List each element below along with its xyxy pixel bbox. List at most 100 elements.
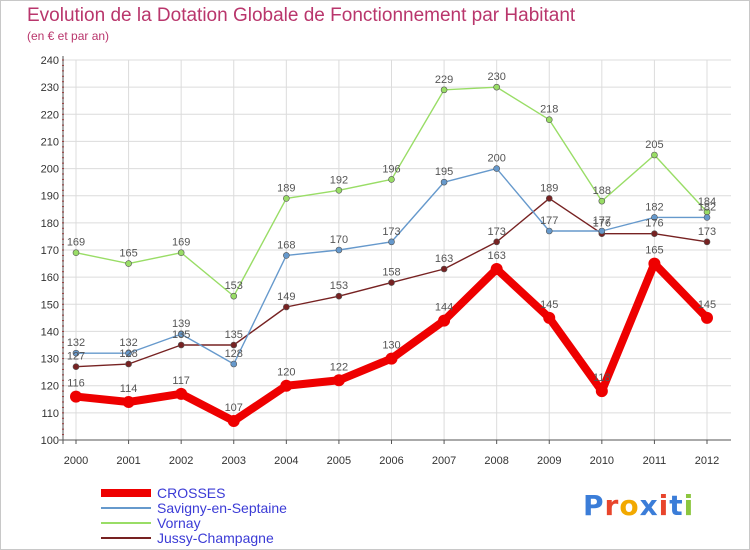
data-label: 188 (593, 185, 611, 197)
data-label: 144 (435, 302, 453, 314)
data-label: 132 (119, 337, 137, 349)
data-point (280, 379, 293, 392)
data-label: 170 (330, 234, 348, 246)
data-point (175, 387, 188, 400)
data-label: 130 (382, 340, 400, 352)
data-label: 127 (67, 351, 85, 363)
y-tick-label: 150 (41, 299, 59, 311)
y-tick-label: 140 (41, 326, 59, 338)
legend-swatch (101, 488, 151, 497)
data-point (335, 186, 343, 194)
data-label: 145 (540, 299, 558, 311)
data-point (335, 246, 343, 254)
data-point (230, 341, 238, 349)
data-label: 230 (487, 71, 505, 83)
brand-letter: t (669, 489, 684, 522)
data-point (490, 263, 503, 275)
data-label: 114 (120, 383, 138, 395)
data-label: 117 (172, 375, 190, 387)
data-point (227, 415, 240, 427)
x-tick-label: 2001 (116, 455, 140, 467)
data-label: 176 (645, 218, 663, 230)
data-point (598, 197, 606, 205)
data-point (703, 214, 711, 221)
data-point (283, 303, 290, 311)
proxiti-logo: Proxiti (583, 489, 694, 522)
data-label: 169 (67, 237, 85, 249)
data-label: 169 (172, 237, 190, 249)
data-point (230, 360, 238, 368)
data-label: 135 (225, 329, 243, 341)
data-label: 163 (435, 253, 453, 265)
data-label: 173 (487, 226, 505, 238)
data-point (651, 214, 658, 221)
data-label: 177 (540, 215, 558, 227)
brand-letter: P (583, 489, 605, 522)
data-point (598, 227, 606, 235)
legend: CROSSES Savigny-en-Septaine Vornay Jussy-Ch… (101, 485, 287, 546)
data-point (283, 252, 290, 259)
data-label: 189 (277, 182, 295, 194)
data-label: 107 (225, 402, 243, 414)
data-label: 205 (645, 139, 663, 151)
brand-letter: i (683, 489, 695, 522)
legend-label: Vornay (157, 514, 201, 531)
data-label: 153 (225, 280, 243, 292)
x-tick-label: 2011 (643, 455, 667, 467)
data-point (703, 238, 711, 246)
legend-item: Jussy-Champagne (101, 529, 287, 546)
data-label: 189 (540, 182, 558, 194)
data-label: 128 (225, 348, 243, 360)
legend-label: Jussy-Champagne (157, 529, 274, 546)
data-point (125, 349, 132, 357)
data-label: 139 (172, 318, 190, 330)
legend-item: Savigny-en-Septaine (101, 500, 287, 516)
data-label: 165 (645, 245, 663, 257)
chart-title: Evolution de la Dotation Globale de Fonc… (27, 5, 576, 26)
data-point (72, 363, 80, 371)
data-label: 182 (645, 201, 663, 213)
data-point (440, 265, 448, 273)
data-label: 177 (593, 215, 611, 227)
y-tick-label: 220 (41, 109, 59, 121)
data-label: 195 (435, 166, 453, 178)
data-point (72, 349, 80, 357)
data-point (388, 176, 395, 183)
grid-lines (63, 59, 731, 441)
data-point (595, 385, 608, 398)
data-point (335, 292, 343, 300)
data-point (545, 116, 553, 124)
data-point (177, 330, 185, 338)
brand-letter: i (658, 489, 670, 522)
data-label: 165 (119, 248, 137, 260)
data-point (440, 178, 448, 186)
y-tick-label: 110 (41, 408, 59, 420)
data-point (701, 311, 713, 324)
data-label: 122 (330, 361, 348, 373)
brand-letter: r (604, 489, 620, 522)
data-point (543, 311, 556, 324)
data-label: 182 (698, 201, 716, 213)
data-label: 196 (382, 163, 400, 175)
data-label: 153 (330, 280, 348, 292)
y-tick-label: 100 (41, 435, 59, 447)
x-tick-label: 2012 (695, 455, 719, 467)
data-label: 173 (698, 226, 716, 238)
data-label: 149 (277, 291, 295, 303)
brand-letter: x (639, 489, 659, 522)
x-tick-label: 2003 (222, 455, 246, 467)
data-label: 229 (435, 74, 453, 86)
data-point (332, 374, 345, 387)
data-label: 218 (540, 104, 558, 116)
x-tick-label: 2002 (169, 455, 193, 467)
data-point (388, 238, 395, 246)
y-tick-label: 170 (41, 245, 59, 257)
x-tick-label: 2007 (432, 455, 456, 467)
legend-item: Vornay (101, 514, 287, 531)
brand-letter: o (619, 489, 640, 522)
data-point (230, 292, 238, 300)
data-label: 135 (172, 329, 190, 341)
y-tick-label: 230 (41, 82, 59, 94)
legend-swatch (101, 521, 151, 524)
